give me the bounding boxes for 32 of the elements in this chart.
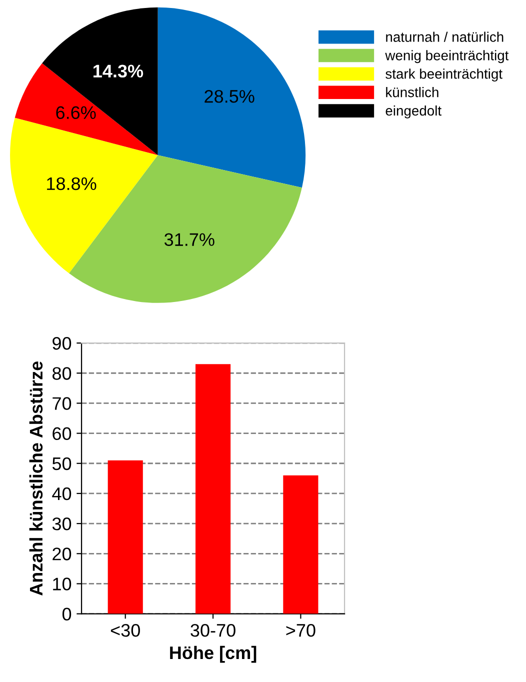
- y-tick-label: 40: [52, 487, 72, 500]
- legend-label: stark beeinträchtigt: [386, 68, 502, 82]
- bar: [283, 475, 318, 614]
- x-tick-label: <30: [110, 624, 140, 637]
- data-label: 28.5%: [204, 90, 254, 103]
- x-tick-label: 30-70: [190, 624, 236, 637]
- legend-label: eingedolt: [386, 105, 442, 118]
- y-tick-label: 70: [52, 397, 72, 410]
- data-label: 18.8%: [47, 177, 96, 190]
- pie-slice: [42, 7, 158, 156]
- legend-label: künstlich: [386, 87, 438, 98]
- pie-slice: [158, 7, 306, 188]
- y-tick-label: 90: [52, 336, 72, 350]
- x-tick-label: >70: [286, 624, 316, 637]
- y-axis-title: Anzahl künstliche Abstürze: [29, 361, 43, 596]
- pie-slice: [14, 63, 158, 156]
- bar: [195, 364, 231, 614]
- legend-label: naturnah / natürlich: [386, 32, 504, 42]
- y-tick-label: 10: [53, 578, 72, 590]
- x-axis-title: Höhe [cm]: [170, 646, 256, 663]
- y-tick-label: 20: [52, 548, 72, 560]
- y-tick-label: 0: [62, 608, 72, 621]
- data-label: 14.3%: [94, 64, 144, 78]
- y-tick-label: 50: [52, 457, 72, 470]
- data-label: 6.6%: [56, 106, 96, 120]
- y-tick-label: 80: [52, 367, 72, 380]
- bar: [108, 460, 143, 614]
- legend-label: wenig beeinträchtigt: [385, 50, 509, 64]
- y-tick-label: 60: [52, 427, 72, 440]
- data-label: 31.7%: [164, 233, 214, 246]
- y-tick-label: 30: [52, 517, 72, 530]
- pie-slice: [10, 118, 158, 274]
